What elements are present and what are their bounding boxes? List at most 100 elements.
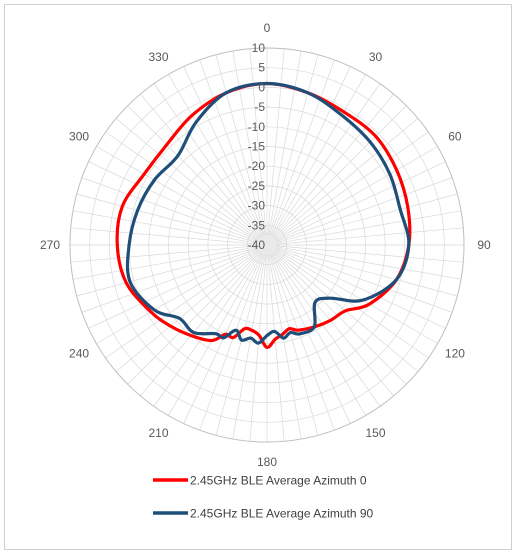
radial-gridline — [207, 185, 327, 305]
angle-tick-label: 0 — [264, 21, 271, 35]
radial-gridline — [227, 205, 307, 285]
angular-gridline — [153, 252, 262, 407]
radial-tick-label: -30 — [248, 199, 266, 213]
angle-tick-label: 150 — [365, 426, 385, 440]
angular-gridline — [273, 93, 394, 238]
radial-gridline — [109, 87, 425, 403]
legend-label: 2.45GHz BLE Average Azimuth 90 — [190, 507, 374, 521]
chart-frame — [4, 4, 512, 550]
angular-gridline — [267, 254, 285, 442]
angle-tick-label: 60 — [448, 130, 462, 144]
angular-gridline — [81, 177, 258, 242]
angular-gridline — [274, 250, 429, 359]
radial-tick-label: -20 — [248, 159, 266, 173]
radial-tick-label: -15 — [248, 140, 266, 154]
radial-tick-label: -25 — [248, 179, 266, 193]
radial-gridline — [148, 126, 386, 364]
angle-tick-label: 300 — [69, 130, 89, 144]
angular-gridline — [140, 93, 261, 238]
angular-gridline — [268, 50, 302, 236]
angular-gridline — [88, 161, 259, 242]
angular-gridline — [70, 227, 258, 245]
radial-gridline — [89, 67, 445, 423]
angular-gridline — [81, 248, 258, 313]
angular-gridline — [270, 253, 351, 424]
angular-gridline — [72, 210, 258, 244]
angular-gridline — [232, 50, 266, 236]
radial-tick-label: -5 — [254, 100, 265, 114]
angle-tick-label: 120 — [445, 347, 465, 361]
series-line-azimuth-90 — [125, 81, 411, 345]
angle-tick-label: 240 — [69, 347, 89, 361]
angular-gridline — [88, 248, 259, 329]
angular-gridline — [269, 254, 319, 436]
center-disc — [257, 235, 277, 255]
angular-gridline — [276, 210, 462, 244]
angular-gridline — [276, 247, 458, 297]
angle-tick-label: 30 — [369, 50, 383, 64]
angular-gridline — [276, 193, 458, 243]
radial-tick-label: 10 — [252, 41, 266, 55]
angular-gridline — [276, 246, 462, 280]
angular-gridline — [273, 105, 407, 239]
angular-gridline — [268, 254, 302, 440]
radial-gridline — [246, 224, 288, 266]
angular-gridline — [70, 245, 258, 263]
angular-gridline — [215, 54, 265, 236]
angular-gridline — [105, 250, 260, 359]
radial-tick-label: -10 — [248, 120, 266, 134]
angular-gridline — [269, 54, 319, 236]
angular-gridline — [274, 118, 419, 239]
angular-gridline — [270, 66, 351, 237]
angular-gridline — [275, 249, 438, 344]
angular-gridline — [271, 253, 366, 416]
angular-gridline — [183, 66, 264, 237]
angle-tick-label: 90 — [477, 238, 491, 252]
angular-gridline — [140, 252, 261, 397]
angular-gridline — [105, 131, 260, 240]
radial-tick-label: 0 — [258, 80, 265, 94]
angular-gridline — [273, 252, 394, 397]
legend: 2.45GHz BLE Average Azimuth 0 2.45GHz BLE… — [153, 474, 374, 521]
angular-gridline — [115, 251, 260, 372]
angular-gridline — [153, 83, 262, 238]
angular-gridline — [232, 254, 266, 440]
angular-gridline — [276, 177, 453, 242]
angular-gridline — [199, 254, 264, 431]
radial-gridline — [168, 146, 366, 344]
angular-gridline — [275, 146, 438, 241]
angular-gridline — [76, 193, 258, 243]
radial-tick-labels: 10 5 0 -5 -10 -15 -20 -25 -30 -35 -40 — [248, 41, 266, 252]
angular-gridline — [271, 74, 366, 237]
angle-tick-label: 180 — [257, 455, 277, 469]
radial-tick-label: 5 — [258, 61, 265, 75]
angular-gridline — [127, 105, 261, 239]
angular-gridline — [276, 245, 464, 263]
series-line-azimuth-0 — [115, 81, 412, 349]
angular-gridline — [276, 227, 464, 245]
angular-tick-labels: 0 30 60 90 120 150 180 210 240 270 300 330 — [40, 21, 491, 469]
angular-gridline — [249, 48, 267, 236]
radial-tick-label: -40 — [248, 238, 266, 252]
angular-gridline — [270, 59, 335, 236]
series-layer — [115, 81, 412, 349]
radial-gridline — [187, 165, 347, 325]
angular-gridline — [249, 254, 267, 442]
angular-gridline — [275, 161, 446, 242]
radial-gridline — [69, 47, 465, 443]
angular-gridline — [76, 247, 258, 297]
angular-gridline — [272, 83, 381, 238]
angular-gridline — [96, 146, 259, 241]
angle-tick-label: 330 — [148, 50, 168, 64]
radial-tick-label: -35 — [248, 218, 266, 232]
angular-gridline — [168, 74, 263, 237]
angular-gridline — [215, 254, 265, 436]
angular-gridline — [127, 251, 261, 385]
angular-gridline — [72, 246, 258, 280]
angular-gridline — [276, 248, 453, 313]
angular-gridline — [275, 248, 446, 329]
angular-gridline — [199, 59, 264, 236]
angular-gridline — [115, 118, 260, 239]
angular-gridline — [272, 252, 381, 407]
